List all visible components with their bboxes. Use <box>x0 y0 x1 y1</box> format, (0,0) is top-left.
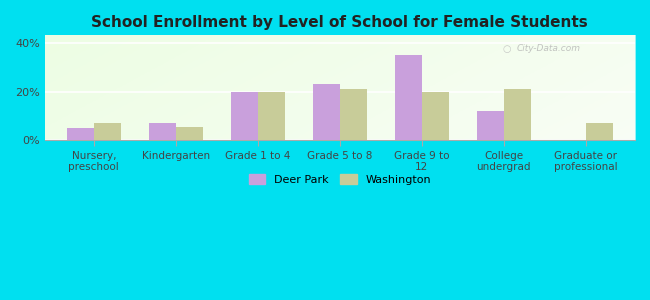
Bar <box>176 127 203 140</box>
Legend: Deer Park, Washington: Deer Park, Washington <box>244 170 436 190</box>
Bar <box>231 92 258 140</box>
Bar <box>67 128 94 140</box>
Bar <box>395 55 422 140</box>
Bar <box>422 92 449 140</box>
Text: City-Data.com: City-Data.com <box>517 44 581 53</box>
Bar <box>476 111 504 140</box>
Bar <box>586 123 613 140</box>
Bar <box>94 123 121 140</box>
Bar <box>504 89 531 140</box>
Bar <box>258 92 285 140</box>
Bar <box>313 84 340 140</box>
Text: ○: ○ <box>502 44 511 54</box>
Bar <box>149 123 176 140</box>
Title: School Enrollment by Level of School for Female Students: School Enrollment by Level of School for… <box>92 15 588 30</box>
Bar <box>340 89 367 140</box>
